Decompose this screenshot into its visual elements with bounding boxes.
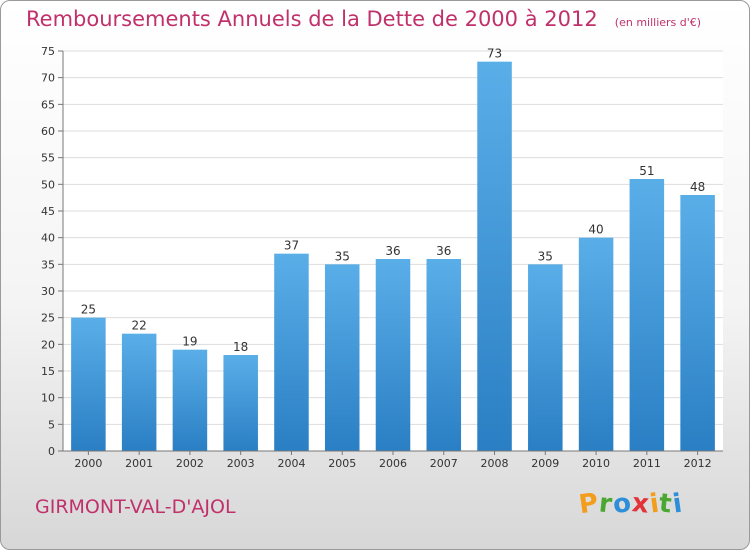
y-tick-label: 10: [41, 392, 55, 405]
x-tick-label: 2003: [227, 457, 255, 470]
x-tick-label: 2008: [481, 457, 509, 470]
bar-value-label: 19: [182, 335, 197, 349]
x-axis-ticks: 2000 2001 2002 2003 2004 2005 2006 2007 2008 2009…: [74, 451, 712, 470]
x-tick-label: 2005: [328, 457, 356, 470]
bar-2002: [172, 349, 208, 451]
bar-value-label: 18: [233, 340, 248, 354]
bar-value-label: 35: [335, 249, 350, 263]
title-block: Remboursements Annuels de la Dette de 20…: [26, 7, 701, 31]
x-tick-label: 2000: [74, 457, 102, 470]
y-tick-label: 40: [41, 232, 55, 245]
bar-2005: [324, 264, 360, 451]
bar-2012: [680, 195, 715, 451]
y-tick-label: 50: [41, 178, 55, 191]
bar-value-label: 22: [132, 319, 147, 333]
bar-2003: [223, 355, 258, 451]
x-tick-label: 2012: [684, 457, 712, 470]
y-tick-label: 35: [41, 258, 55, 271]
y-tick-label: 15: [41, 365, 55, 378]
y-tick-label: 25: [41, 312, 55, 325]
x-tick-label: 2010: [582, 457, 610, 470]
bar-2000: [71, 317, 106, 451]
y-tick-label: 0: [48, 445, 55, 458]
x-tick-label: 2001: [125, 457, 153, 470]
x-tick-label: 2002: [176, 457, 204, 470]
bar-value-label: 48: [690, 180, 705, 194]
y-tick-label: 75: [41, 45, 55, 58]
y-tick-label: 5: [48, 418, 55, 431]
proxiti-logo: Proxiti: [577, 488, 685, 521]
bar-2010: [578, 237, 614, 451]
bar-value-label: 51: [639, 164, 654, 178]
y-tick-label: 55: [41, 152, 55, 165]
y-tick-label: 30: [41, 285, 55, 298]
bar-value-label: 36: [385, 244, 400, 258]
bar-2006: [375, 259, 411, 451]
chart-title: Remboursements Annuels de la Dette de 20…: [26, 7, 598, 31]
x-tick-label: 2004: [277, 457, 305, 470]
logo-letter: i: [670, 488, 685, 520]
y-tick-label: 20: [41, 338, 55, 351]
y-tick-label: 65: [41, 98, 55, 111]
bar-2008: [477, 61, 512, 452]
bar-value-label: 73: [487, 47, 502, 61]
x-tick-label: 2011: [633, 457, 661, 470]
bar-value-label: 40: [588, 223, 603, 237]
y-axis-ticks: 0 5 10 15 20 25 30 35 40 45 50 55 60 65 70 75: [41, 45, 63, 458]
x-tick-label: 2007: [430, 457, 458, 470]
commune-name: GIRMONT-VAL-D'AJOL: [35, 496, 236, 518]
x-tick-label: 2006: [379, 457, 407, 470]
bar-2007: [426, 259, 462, 451]
bar-2004: [274, 253, 309, 451]
bar-2011: [629, 179, 665, 451]
y-tick-label: 70: [41, 72, 55, 85]
y-tick-label: 60: [41, 125, 55, 138]
bar-value-label: 35: [538, 249, 553, 263]
bars: 25 22 19 18 37 35 36 36 73 35 40 51 48: [71, 47, 715, 452]
y-tick-label: 45: [41, 205, 55, 218]
bar-2001: [121, 333, 157, 451]
bar-value-label: 36: [436, 244, 451, 258]
chart-subtitle: (en milliers d'€): [614, 16, 702, 29]
bar-value-label: 25: [81, 303, 96, 317]
bar-value-label: 37: [284, 239, 299, 253]
bar-2009: [528, 264, 563, 451]
x-tick-label: 2009: [531, 457, 559, 470]
